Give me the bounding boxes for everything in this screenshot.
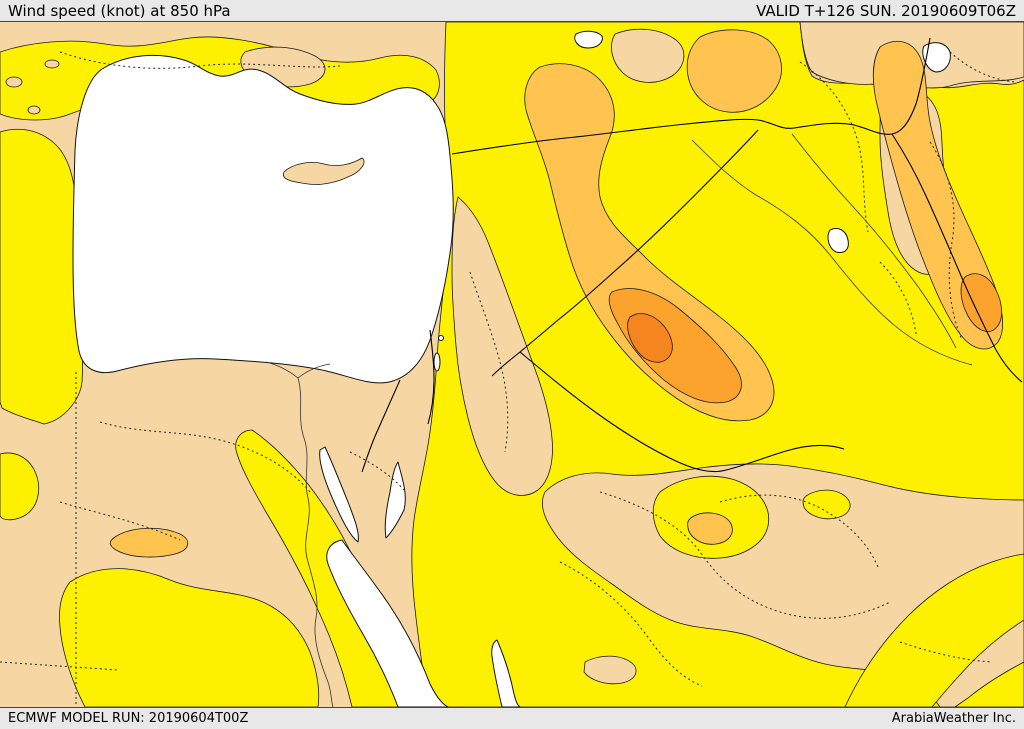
orange-core-east (960, 273, 1003, 332)
tan-levant-corridor (451, 196, 553, 496)
orange-blob-southeast (687, 512, 733, 545)
cyprus-island (282, 157, 365, 185)
euphrates-river (691, 139, 973, 366)
lake-tuz (574, 30, 603, 49)
orange-band-central (524, 63, 775, 422)
rivers (265, 133, 973, 707)
border-egypt-israel (361, 379, 401, 473)
orange-blob-north (686, 29, 782, 113)
yellow-left-edge-small (0, 452, 40, 521)
border-saudi-iraq (519, 351, 845, 473)
nile-river (297, 377, 334, 707)
red-sea-sliver (491, 639, 521, 707)
tan-bottom-center-patch (583, 655, 637, 685)
nile-delta (265, 361, 331, 379)
orange-band-east (872, 40, 1004, 350)
dead-sea (433, 352, 441, 372)
weather-map-canvas (0, 22, 1024, 707)
model-run-label: ECMWF MODEL RUN: 20190604T00Z (8, 711, 249, 726)
tigris-river (791, 133, 957, 349)
header-bar: Wind speed (knot) at 850 hPa VALID T+126… (0, 0, 1024, 22)
orange-regions (109, 29, 1004, 558)
gulf-of-aqaba (384, 461, 406, 539)
orange-deep-core (627, 313, 673, 363)
red-sea (326, 539, 449, 707)
tan-turkey-patch-east (611, 28, 685, 83)
yellow-left-column (0, 128, 83, 425)
footer-bar: ECMWF MODEL RUN: 20190604T00Z ArabiaWeat… (0, 707, 1024, 729)
yellow-band-bottom-right (844, 553, 1024, 707)
border-iraq-iran (891, 133, 1023, 383)
credit-label: ArabiaWeather Inc. (891, 711, 1016, 726)
yellow-egypt-southwest (59, 568, 320, 707)
valid-time-label: VALID T+126 SUN. 20190609T06Z (756, 1, 1016, 20)
sea-of-galilee (438, 335, 444, 341)
aegean-island-2 (27, 105, 41, 115)
lake-van (922, 42, 951, 73)
islands (5, 59, 365, 185)
dotted-borders (0, 51, 1017, 707)
border-jordan-israel (427, 329, 435, 425)
country-borders (361, 37, 1023, 473)
water-bodies (72, 30, 951, 707)
gulf-of-suez (319, 446, 359, 543)
lake-tharthar (827, 227, 849, 253)
aegean-island-3 (44, 59, 60, 69)
aegean-island-1 (5, 76, 23, 88)
yellow-nile-redsea-strip (235, 429, 403, 707)
map-area (0, 22, 1024, 707)
border-syria-iraq (491, 129, 759, 377)
orange-lens-egypt (109, 527, 189, 558)
mediterranean-sea (72, 54, 454, 384)
map-title: Wind speed (knot) at 850 hPa (8, 1, 231, 20)
border-turkey-south (451, 37, 931, 155)
